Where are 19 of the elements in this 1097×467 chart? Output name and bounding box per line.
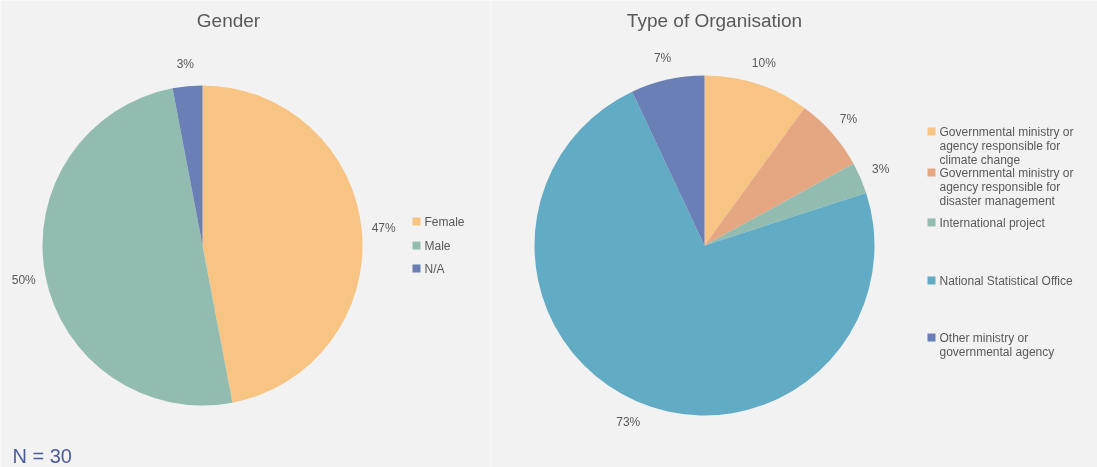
legend-label: Governmental ministry or agency responsible for climate change	[939, 124, 1074, 167]
data-label: 3%	[176, 57, 195, 72]
data-label: 50%	[11, 272, 37, 287]
chart-title: Gender	[196, 10, 261, 31]
legend-label: N/A	[424, 261, 445, 276]
data-label: 10%	[751, 55, 777, 70]
chart-title: Type of Organisation	[626, 10, 803, 31]
legend-label: Governmental ministry or agency responsible for disaster management	[939, 165, 1074, 208]
legend-label: International project	[939, 215, 1046, 230]
data-label: 3%	[872, 162, 890, 177]
legend-label: Female	[424, 214, 465, 229]
legend-label: Male	[424, 238, 451, 253]
data-label: 7%	[839, 111, 858, 126]
text: N = 30	[12, 444, 72, 467]
data-label: 73%	[616, 414, 641, 429]
legend-label: National Statistical Office	[939, 273, 1073, 288]
data-label: 7%	[653, 51, 672, 66]
data-label: 47%	[371, 221, 397, 236]
legend-label: Other ministry or governmental agency	[939, 330, 1055, 359]
